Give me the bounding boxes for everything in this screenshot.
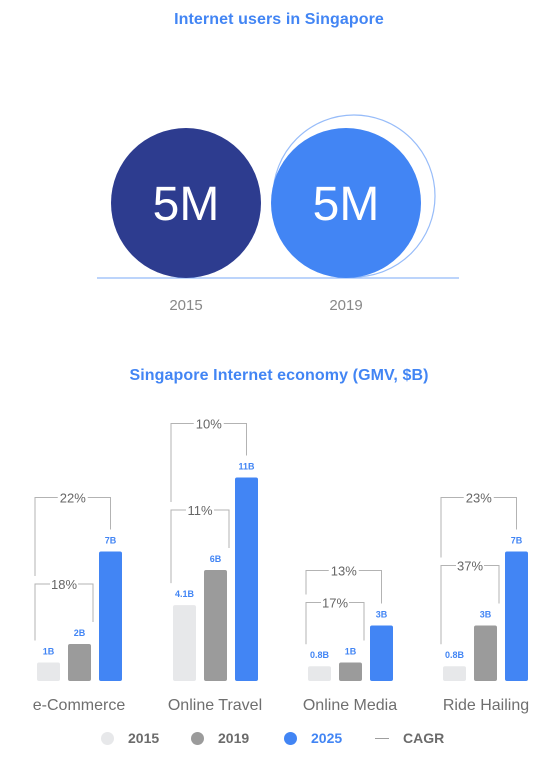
bubble-2015 <box>111 128 261 278</box>
bar-online-media-2025 <box>370 625 393 681</box>
bar-label-ride-hailing-2015: 0.8B <box>445 650 465 660</box>
internet-economy-chart: 1B 2B 7B 18% 22% e-Commerce 4.1B 6B 11B 11% 10% Onl… <box>33 417 529 715</box>
cagr-bracket-short-ride-hailing <box>440 565 500 645</box>
bar-label-online-media-2019: 1B <box>345 647 357 657</box>
bar-online-media-2015 <box>308 666 331 681</box>
bar-e-commerce-2025 <box>99 551 122 681</box>
cagr-bracket-long-ride-hailing <box>440 497 517 558</box>
bubble-year-2015: 2015 <box>169 297 202 314</box>
legend-label-cagr: CAGR <box>403 730 445 746</box>
internet-users-chart: 5M 2015 5M 2019 <box>97 114 459 314</box>
legend-label-2019: 2019 <box>218 730 250 746</box>
category-label-online-media: Online Media <box>303 697 397 714</box>
bar-label-online-media-2025: 3B <box>376 610 388 620</box>
bar-label-online-travel-2019: 6B <box>210 554 222 564</box>
bubble-2019 <box>271 128 421 278</box>
legend-item-2015: 2015 <box>101 730 159 746</box>
legend-swatch-2019 <box>191 731 204 745</box>
bar-ride-hailing-2025 <box>505 551 528 681</box>
internet-users-title: Internet users in Singapore <box>174 11 384 28</box>
bar-online-travel-2025 <box>235 477 258 681</box>
cagr-short-online-media: 17% <box>322 596 348 611</box>
bar-label-e-commerce-2019: 2B <box>74 628 86 638</box>
cagr-bracket-short-online-travel <box>170 509 230 584</box>
bar-e-commerce-2015 <box>37 662 60 681</box>
bar-label-ride-hailing-2019: 3B <box>480 610 492 620</box>
cagr-short-e-commerce: 18% <box>51 577 77 592</box>
legend-item-cagr: CAGR <box>375 730 444 746</box>
category-label-ride-hailing: Ride Hailing <box>443 697 529 714</box>
bar-ride-hailing-2019 <box>474 625 497 681</box>
bar-label-online-media-2015: 0.8B <box>310 650 330 660</box>
bar-label-ride-hailing-2025: 7B <box>511 536 523 546</box>
cagr-short-online-travel: 11% <box>187 503 212 518</box>
bar-label-e-commerce-2025: 7B <box>105 536 117 546</box>
cagr-long-e-commerce: 22% <box>60 491 86 506</box>
cagr-bracket-long-online-travel <box>170 423 247 502</box>
bar-ride-hailing-2015 <box>443 666 466 681</box>
legend-swatch-2015 <box>101 731 114 745</box>
cagr-bracket-short-online-media <box>305 602 365 645</box>
bar-online-travel-2015 <box>173 605 196 681</box>
cagr-long-ride-hailing: 23% <box>466 491 492 506</box>
legend-label-2025: 2025 <box>311 730 343 746</box>
bar-online-travel-2019 <box>204 570 227 681</box>
legend-item-2025: 2025 <box>284 730 342 746</box>
bar-label-online-travel-2025: 11B <box>238 462 255 472</box>
legend-item-2019: 2019 <box>191 730 249 746</box>
internet-economy-title: Singapore Internet economy (GMV, $B) <box>129 367 429 384</box>
bubble-year-2019: 2019 <box>329 297 362 314</box>
cagr-bracket-long-online-media <box>305 570 382 604</box>
cagr-bracket-long-e-commerce <box>34 497 111 576</box>
chart-legend: 2015 2019 2025 CAGR <box>0 730 558 752</box>
legend-line-cagr <box>375 737 389 739</box>
category-label-e-commerce: e-Commerce <box>33 697 126 714</box>
legend-label-2015: 2015 <box>128 730 160 746</box>
cagr-long-online-travel: 10% <box>196 417 222 432</box>
bar-label-online-travel-2015: 4.1B <box>175 589 195 599</box>
cagr-short-ride-hailing: 37% <box>457 559 483 574</box>
category-label-online-travel: Online Travel <box>168 697 262 714</box>
cagr-bracket-short-e-commerce <box>34 583 94 641</box>
bar-e-commerce-2019 <box>68 644 91 681</box>
cagr-long-online-media: 13% <box>331 564 357 579</box>
bubble-value-2019: 5M <box>313 178 380 231</box>
bubble-value-2015: 5M <box>153 178 220 231</box>
bar-label-e-commerce-2015: 1B <box>43 647 55 657</box>
legend-swatch-2025 <box>284 731 297 745</box>
bar-online-media-2019 <box>339 662 362 681</box>
